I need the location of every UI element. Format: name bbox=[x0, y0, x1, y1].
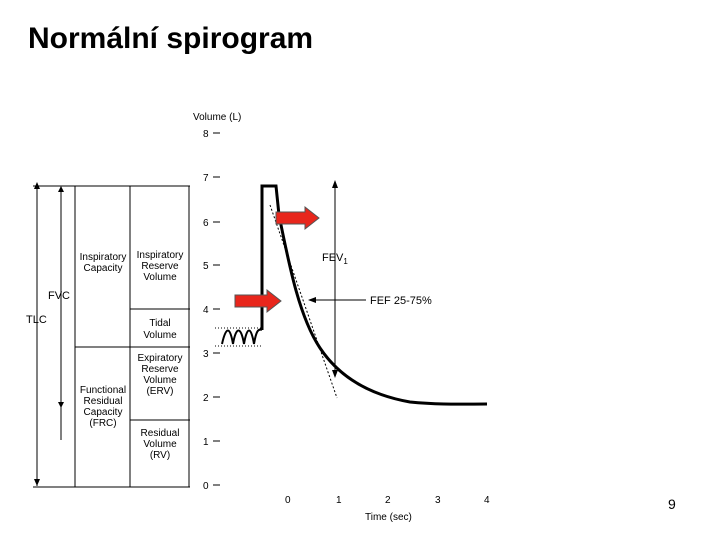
y-tick-label: 2 bbox=[203, 393, 209, 404]
fef-pointer-arrow-icon bbox=[308, 297, 316, 303]
y-tick-label: 6 bbox=[203, 218, 209, 229]
capacity-brackets bbox=[33, 182, 190, 488]
y-axis-ticks: 8 7 6 5 4 3 2 1 0 bbox=[203, 129, 220, 492]
y-tick-label: 1 bbox=[203, 437, 209, 448]
tidal-breathing-trace bbox=[221, 328, 263, 345]
fef-label: FEF 25-75% bbox=[370, 295, 432, 307]
y-tick-label: 3 bbox=[203, 349, 209, 360]
rv-box: Residual Volume (RV) bbox=[140, 428, 180, 461]
erv-box: Expiratory Reserve Volume (ERV) bbox=[137, 353, 183, 397]
red-arrow-icon bbox=[275, 205, 320, 231]
y-axis-label: Volume (L) bbox=[193, 112, 241, 123]
x-axis-ticks: 0 1 2 3 4 bbox=[285, 495, 490, 506]
inspiratory-capacity-label: Inspiratory Capacity bbox=[79, 252, 127, 274]
slide-title: Normální spirogram bbox=[28, 22, 314, 55]
page-number: 9 bbox=[668, 496, 676, 512]
fvc-label: FVC bbox=[48, 290, 70, 302]
erv-label: Expiratory Reserve Volume (ERV) bbox=[137, 353, 183, 397]
x-tick-label: 3 bbox=[435, 495, 441, 506]
x-tick-label: 1 bbox=[336, 495, 342, 506]
y-tick-label: 8 bbox=[203, 129, 209, 140]
tidal-volume-label: Tidal Volume bbox=[143, 318, 177, 341]
frc-label: Functional Residual Capacity (FRC) bbox=[79, 385, 127, 429]
y-tick-label: 5 bbox=[203, 261, 209, 272]
x-tick-label: 4 bbox=[484, 495, 490, 506]
fvc-arrow-bottom-icon bbox=[58, 402, 64, 408]
fev1-arrow-top-icon bbox=[332, 180, 338, 188]
y-tick-label: 0 bbox=[203, 481, 209, 492]
y-tick-label: 4 bbox=[203, 305, 209, 316]
frc-box: Functional Residual Capacity (FRC) bbox=[79, 385, 127, 429]
fvc-arrow-top-icon bbox=[58, 186, 64, 192]
x-tick-label: 2 bbox=[385, 495, 391, 506]
irv-box: Inspiratory Reserve Volume bbox=[136, 250, 184, 283]
red-arrow-icon bbox=[234, 288, 282, 314]
fev1-label: FEV1 bbox=[322, 252, 348, 266]
x-axis-label: Time (sec) bbox=[365, 512, 412, 523]
tidal-volume-box: Tidal Volume bbox=[143, 318, 177, 341]
x-tick-label: 0 bbox=[285, 495, 291, 506]
rv-label: Residual Volume (RV) bbox=[140, 428, 180, 461]
tlc-label: TLC bbox=[26, 314, 47, 326]
tlc-arrow-bottom-icon bbox=[34, 479, 40, 486]
y-tick-label: 7 bbox=[203, 173, 209, 184]
irv-label: Inspiratory Reserve Volume bbox=[136, 250, 184, 283]
fev1-arrow-bottom-icon bbox=[332, 370, 338, 378]
inspiratory-capacity-box: Inspiratory Capacity bbox=[79, 252, 127, 274]
